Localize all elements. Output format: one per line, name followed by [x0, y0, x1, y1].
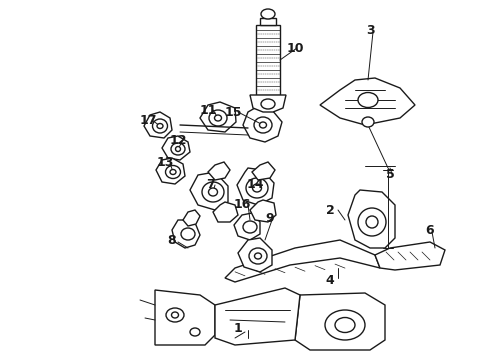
Text: 3: 3 — [366, 23, 374, 36]
Text: 12: 12 — [169, 134, 187, 147]
Ellipse shape — [254, 253, 262, 259]
Polygon shape — [250, 200, 276, 222]
Text: 14: 14 — [246, 179, 264, 192]
Ellipse shape — [209, 188, 218, 196]
Ellipse shape — [181, 228, 195, 240]
Ellipse shape — [358, 93, 378, 108]
Text: 1: 1 — [234, 321, 243, 334]
Ellipse shape — [249, 248, 267, 264]
Text: 16: 16 — [233, 198, 251, 211]
Ellipse shape — [358, 208, 386, 236]
Ellipse shape — [215, 115, 221, 121]
Polygon shape — [256, 25, 280, 95]
Polygon shape — [234, 213, 260, 240]
Ellipse shape — [172, 312, 178, 318]
Ellipse shape — [170, 170, 176, 175]
Polygon shape — [348, 190, 395, 248]
Text: 2: 2 — [326, 203, 334, 216]
Polygon shape — [200, 102, 236, 132]
Polygon shape — [238, 238, 272, 272]
Polygon shape — [156, 158, 185, 184]
Ellipse shape — [157, 123, 163, 129]
Text: 10: 10 — [286, 41, 304, 54]
Ellipse shape — [246, 178, 268, 198]
Ellipse shape — [260, 122, 267, 128]
Text: 11: 11 — [199, 104, 217, 117]
Ellipse shape — [254, 117, 272, 133]
Ellipse shape — [243, 221, 257, 233]
Polygon shape — [250, 95, 286, 112]
Polygon shape — [243, 108, 282, 142]
Polygon shape — [252, 162, 275, 180]
Polygon shape — [190, 172, 228, 210]
Ellipse shape — [362, 117, 374, 127]
Ellipse shape — [175, 147, 180, 152]
Polygon shape — [237, 168, 274, 205]
Ellipse shape — [325, 310, 365, 340]
Polygon shape — [162, 136, 190, 160]
Ellipse shape — [152, 119, 168, 133]
Text: 15: 15 — [224, 105, 242, 118]
Polygon shape — [215, 288, 300, 345]
Polygon shape — [208, 162, 230, 180]
Polygon shape — [260, 18, 276, 25]
Polygon shape — [183, 210, 200, 226]
Ellipse shape — [366, 216, 378, 228]
Ellipse shape — [209, 110, 227, 126]
Polygon shape — [172, 220, 200, 248]
Ellipse shape — [335, 318, 355, 333]
Ellipse shape — [261, 99, 275, 109]
Text: 8: 8 — [168, 234, 176, 247]
Text: 17: 17 — [139, 113, 157, 126]
Ellipse shape — [202, 182, 224, 202]
Text: 5: 5 — [386, 168, 394, 181]
Polygon shape — [320, 78, 415, 125]
Ellipse shape — [252, 184, 262, 192]
Polygon shape — [155, 290, 215, 345]
Ellipse shape — [171, 143, 185, 155]
Text: 13: 13 — [156, 157, 173, 170]
Polygon shape — [225, 240, 380, 282]
Text: 6: 6 — [426, 224, 434, 237]
Text: 7: 7 — [206, 179, 215, 192]
Polygon shape — [213, 202, 238, 222]
Ellipse shape — [166, 308, 184, 322]
Ellipse shape — [261, 9, 275, 19]
Ellipse shape — [166, 166, 180, 179]
Polygon shape — [375, 242, 445, 270]
Polygon shape — [295, 293, 385, 350]
Text: 4: 4 — [326, 274, 334, 287]
Text: 9: 9 — [266, 211, 274, 225]
Ellipse shape — [190, 328, 200, 336]
Polygon shape — [144, 112, 172, 138]
